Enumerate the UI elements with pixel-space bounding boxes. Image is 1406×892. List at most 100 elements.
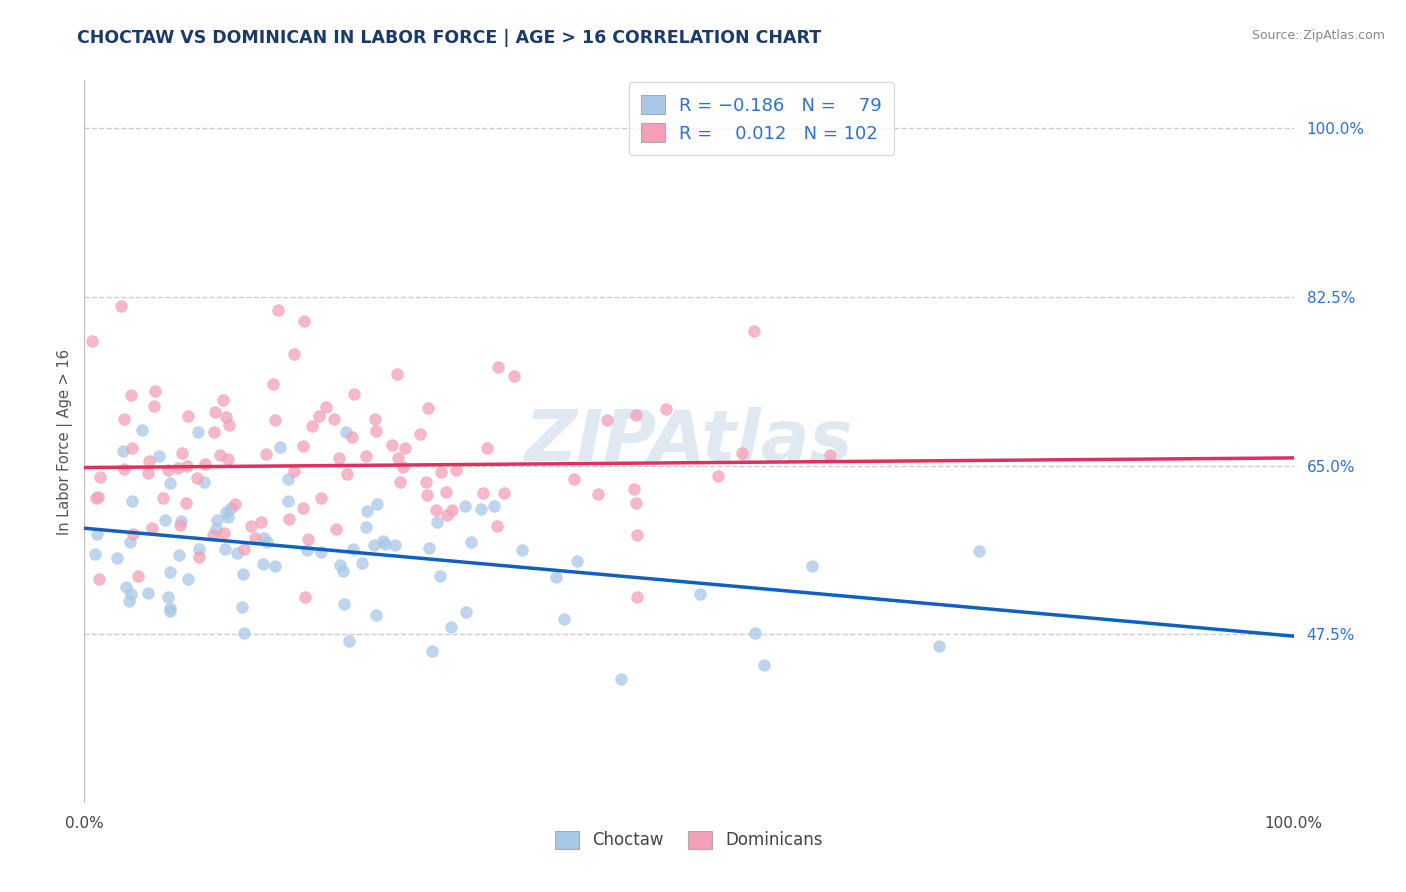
Point — [416, 401, 439, 416]
Point — [354, 449, 377, 463]
Point — [136, 585, 159, 599]
Point — [309, 491, 332, 506]
Point — [152, 491, 174, 506]
Point — [121, 494, 143, 508]
Point — [364, 608, 387, 623]
Point — [167, 548, 190, 562]
Point — [253, 531, 276, 545]
Point — [277, 472, 299, 486]
Point — [472, 486, 495, 500]
Point — [204, 404, 226, 418]
Point — [297, 532, 319, 546]
Point — [586, 487, 609, 501]
Point — [186, 471, 208, 485]
Point — [309, 545, 332, 559]
Point — [374, 537, 396, 551]
Point — [384, 537, 406, 551]
Point — [626, 590, 648, 604]
Point — [214, 541, 236, 556]
Point — [169, 517, 191, 532]
Point — [415, 475, 437, 490]
Point — [292, 314, 315, 328]
Point — [340, 429, 363, 443]
Point — [626, 527, 648, 541]
Point — [565, 554, 588, 568]
Point — [166, 461, 188, 475]
Point — [84, 491, 107, 505]
Point — [325, 522, 347, 536]
Text: Source: ZipAtlas.com: Source: ZipAtlas.com — [1251, 29, 1385, 42]
Point — [118, 594, 141, 608]
Point — [475, 442, 498, 456]
Point — [295, 543, 318, 558]
Point — [470, 502, 492, 516]
Point — [84, 547, 107, 561]
Point — [381, 438, 404, 452]
Point — [610, 673, 633, 687]
Point — [354, 519, 377, 533]
Point — [193, 475, 215, 489]
Point — [333, 597, 356, 611]
Point — [231, 599, 253, 614]
Point — [394, 441, 416, 455]
Point — [420, 644, 443, 658]
Point — [342, 542, 364, 557]
Point — [110, 299, 132, 313]
Point — [120, 587, 142, 601]
Point — [494, 486, 516, 500]
Point — [217, 451, 239, 466]
Point — [217, 509, 239, 524]
Point — [264, 413, 287, 427]
Point — [176, 572, 198, 586]
Point — [218, 417, 240, 432]
Point — [232, 541, 254, 556]
Point — [112, 462, 135, 476]
Point — [928, 639, 950, 653]
Point — [263, 558, 285, 573]
Point — [215, 504, 238, 518]
Point — [335, 425, 357, 439]
Point — [226, 546, 249, 560]
Point — [596, 412, 619, 426]
Point — [262, 376, 284, 391]
Point — [176, 496, 198, 510]
Point — [624, 408, 647, 422]
Point — [143, 399, 166, 413]
Point — [87, 572, 110, 586]
Point — [121, 526, 143, 541]
Point — [429, 569, 451, 583]
Point — [294, 591, 316, 605]
Point — [308, 409, 330, 423]
Point — [105, 550, 128, 565]
Point — [215, 410, 238, 425]
Point — [112, 412, 135, 426]
Point — [115, 580, 138, 594]
Point — [87, 490, 110, 504]
Point — [136, 466, 159, 480]
Point — [426, 516, 449, 530]
Legend: Choctaw, Dominicans: Choctaw, Dominicans — [548, 824, 830, 856]
Point — [111, 444, 134, 458]
Point — [418, 541, 440, 555]
Point — [486, 360, 509, 375]
Point — [328, 450, 350, 465]
Point — [444, 463, 467, 477]
Y-axis label: In Labor Force | Age > 16: In Labor Force | Age > 16 — [58, 349, 73, 534]
Point — [156, 590, 179, 604]
Point — [731, 446, 754, 460]
Point — [553, 612, 575, 626]
Text: ZIPAtlas: ZIPAtlas — [524, 407, 853, 476]
Point — [336, 467, 359, 481]
Point — [89, 470, 111, 484]
Point — [256, 535, 278, 549]
Point — [441, 503, 464, 517]
Point — [562, 472, 585, 486]
Point — [707, 469, 730, 483]
Point — [188, 542, 211, 557]
Point — [363, 538, 385, 552]
Point — [352, 556, 374, 570]
Point — [205, 512, 228, 526]
Point — [967, 543, 990, 558]
Point — [219, 500, 242, 515]
Point — [329, 558, 352, 572]
